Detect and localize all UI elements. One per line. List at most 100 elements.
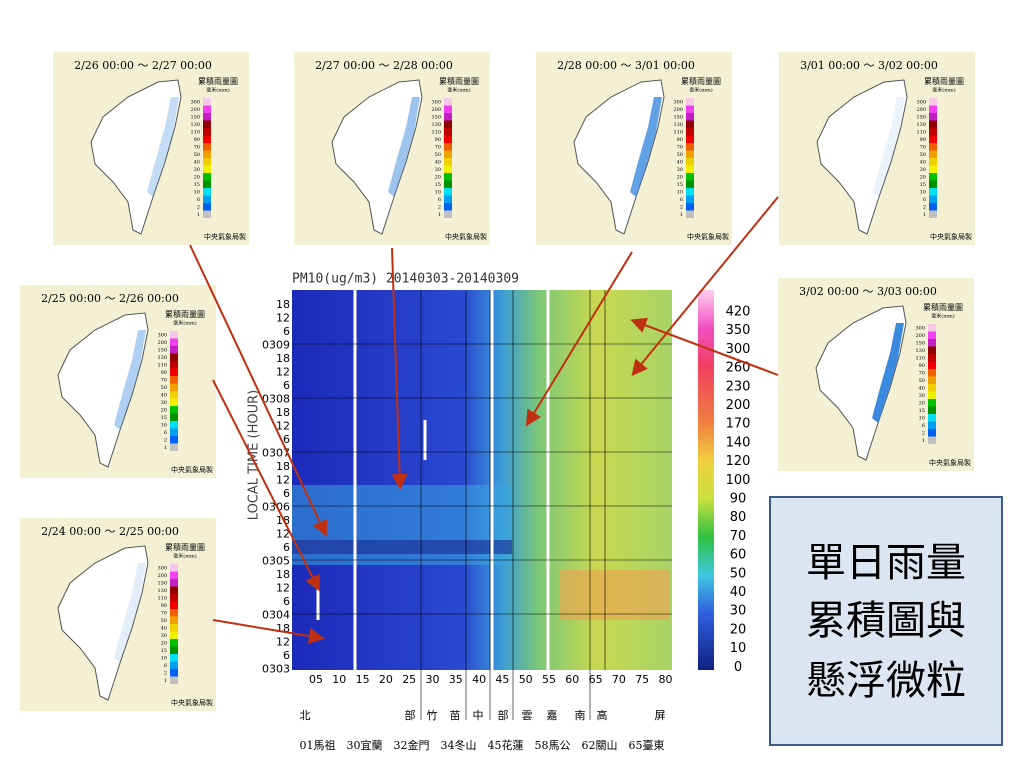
scale-label: 15	[920, 182, 926, 188]
scale-label: 1	[164, 445, 167, 451]
scale-swatch	[686, 188, 694, 196]
scale-swatch	[928, 421, 936, 429]
scale-swatch	[203, 143, 211, 151]
y-tick-label: 18	[276, 352, 290, 365]
scale-swatch	[929, 120, 937, 128]
scale-label: 20	[161, 408, 167, 414]
scale-label: 1	[438, 212, 441, 218]
scale-label: 2	[922, 431, 925, 437]
textbox-line: 懸浮微粒	[806, 658, 966, 704]
scale-label: 15	[919, 408, 925, 414]
scale-label: 110	[431, 130, 441, 136]
scale-label: 10	[194, 190, 200, 196]
scale-swatch	[170, 421, 178, 429]
scale-label: 10	[161, 656, 167, 662]
scale-swatch	[170, 398, 178, 406]
scale-label: 40	[435, 160, 441, 166]
scale-swatch	[170, 391, 178, 399]
scale-label: 200	[916, 107, 926, 113]
scale-swatch	[686, 210, 694, 218]
map-credit: 中央氣象局製	[445, 232, 487, 241]
scale-label: 200	[673, 107, 683, 113]
scale-swatch	[686, 120, 694, 128]
scale-swatch	[170, 654, 178, 662]
map-legend-title: 累積雨量圖	[924, 76, 964, 86]
scale-label: 300	[431, 100, 441, 106]
scale-swatch	[686, 180, 694, 188]
scale-swatch	[170, 661, 178, 669]
scale-swatch	[929, 158, 937, 166]
colorbar-label: 100	[726, 473, 751, 488]
scale-label: 300	[915, 326, 925, 332]
region-label: 北	[300, 709, 311, 722]
scale-label: 200	[190, 107, 200, 113]
stations: 01馬祖 30宜蘭 32金門 34冬山 45花蓮 58馬公 62關山 65臺東	[300, 738, 665, 752]
scale-label: 2	[164, 438, 167, 444]
scale-swatch	[203, 105, 211, 113]
scale-swatch	[929, 113, 937, 121]
rain-area	[873, 97, 905, 197]
scale-label: 2	[923, 205, 926, 211]
colorbar-label: 10	[730, 641, 747, 656]
scale-label: 40	[677, 160, 683, 166]
scale-swatch	[444, 143, 452, 151]
scale-swatch	[170, 594, 178, 602]
map-credit: 中央氣象局製	[171, 698, 213, 707]
scale-label: 130	[915, 348, 925, 354]
map-date: 3/02 00:00 ～ 3/03 00:00	[799, 285, 937, 298]
scale-swatch	[170, 383, 178, 391]
scale-label: 50	[161, 385, 167, 391]
scale-swatch	[170, 376, 178, 384]
scale-swatch	[170, 586, 178, 594]
scale-swatch	[444, 113, 452, 121]
x-tick-label: 55	[542, 673, 556, 686]
scale-swatch	[203, 203, 211, 211]
rain-area	[872, 323, 904, 423]
scale-swatch	[170, 368, 178, 376]
scale-swatch	[929, 150, 937, 158]
textbox-line: 單日雨量	[806, 540, 966, 586]
scale-swatch	[686, 195, 694, 203]
scale-label: 1	[164, 678, 167, 684]
scale-label: 150	[190, 115, 200, 121]
scale-swatch	[929, 173, 937, 181]
scale-swatch	[444, 195, 452, 203]
scale-label: 70	[919, 371, 925, 377]
region-label: 部	[498, 708, 509, 722]
scale-label: 6	[197, 197, 200, 203]
scale-label: 130	[673, 122, 683, 128]
scale-swatch	[203, 120, 211, 128]
scale-swatch	[444, 210, 452, 218]
scale-label: 90	[435, 137, 441, 143]
scale-label: 40	[194, 160, 200, 166]
scale-label: 6	[680, 197, 683, 203]
colorbar-label: 350	[726, 323, 751, 338]
y-tick-label: 6	[283, 433, 290, 446]
scale-label: 200	[915, 333, 925, 339]
scale-label: 90	[920, 137, 926, 143]
scale-label: 90	[677, 137, 683, 143]
scale-label: 50	[161, 618, 167, 624]
scale-label: 30	[677, 167, 683, 173]
colorbar-label: 120	[726, 454, 751, 469]
y-tick-label: 6	[283, 649, 290, 662]
scale-swatch	[170, 406, 178, 414]
scale-swatch	[686, 158, 694, 166]
scale-swatch	[203, 165, 211, 173]
map-date: 2/27 00:00 ～ 2/28 00:00	[315, 59, 453, 72]
scale-swatch	[170, 413, 178, 421]
y-tick-label: 0308	[262, 393, 290, 406]
y-tick-label: 12	[276, 420, 290, 433]
scale-swatch	[928, 406, 936, 414]
taiwan-outline	[573, 79, 665, 235]
scale-swatch	[928, 436, 936, 444]
x-tick-label: 25	[402, 673, 416, 686]
scale-swatch	[928, 324, 936, 332]
scale-swatch	[686, 143, 694, 151]
scale-swatch	[929, 188, 937, 196]
scale-label: 6	[164, 663, 167, 669]
scale-label: 50	[194, 152, 200, 158]
